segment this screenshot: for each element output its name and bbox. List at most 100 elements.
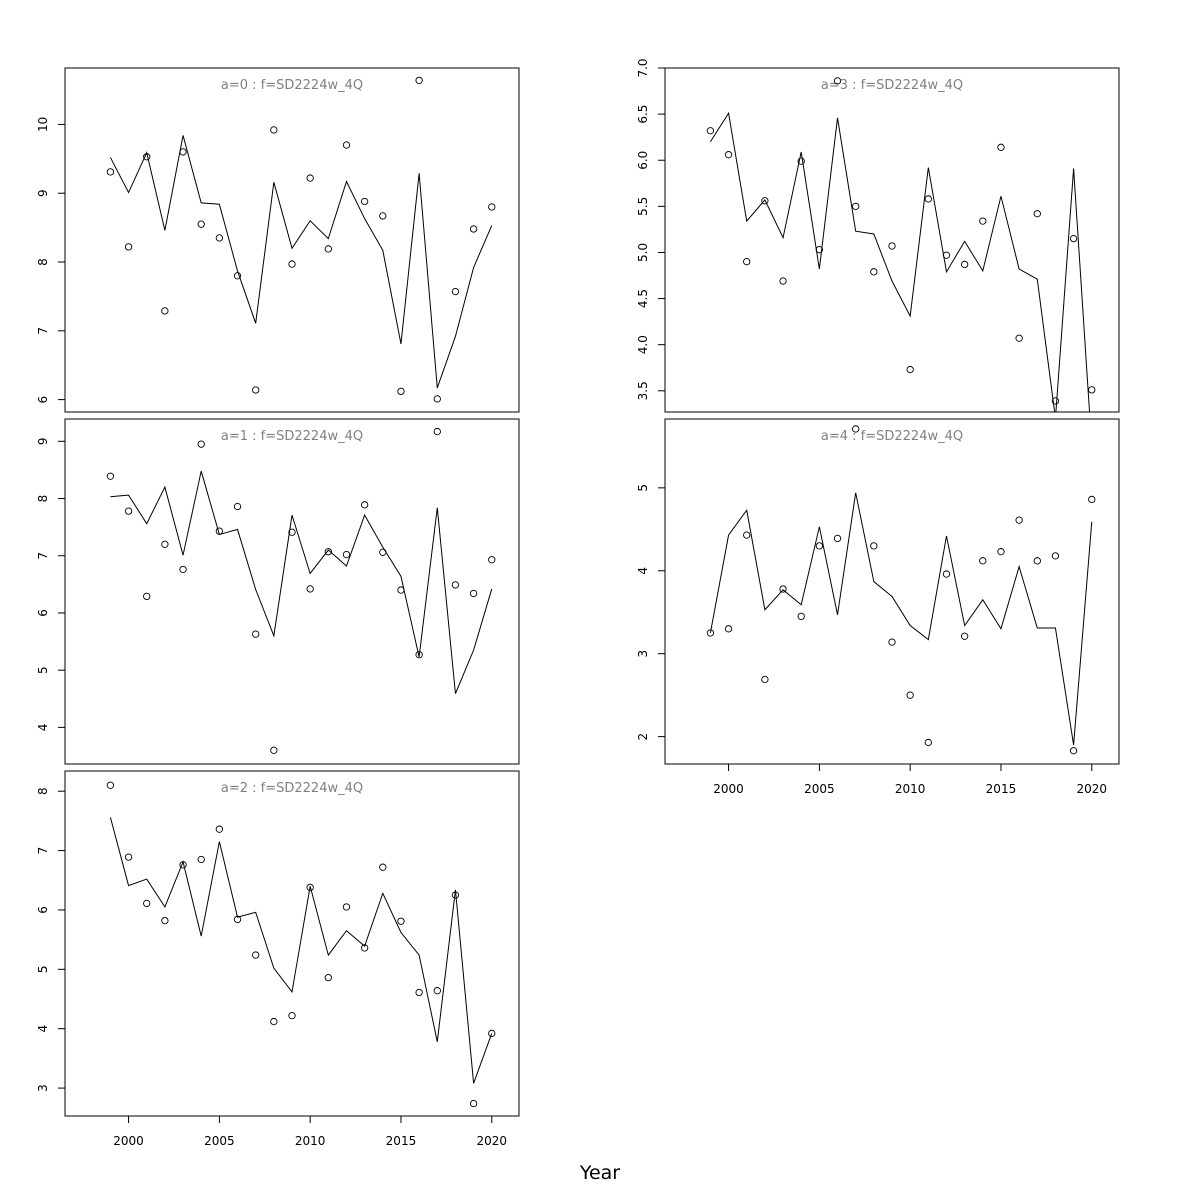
observed-point (960, 260, 969, 269)
y-tick-label: 10 (36, 117, 50, 132)
x-tick-label: 2010 (895, 782, 926, 796)
observed-point (360, 197, 369, 206)
y-tick-label: 6 (36, 609, 50, 617)
observed-point (488, 556, 496, 564)
plot-frame (664, 67, 1120, 413)
y-tick-label: 2 (636, 733, 650, 741)
y-tick-label: 8 (36, 787, 50, 795)
y-tick-label: 3.5 (636, 381, 650, 400)
observed-point (270, 746, 278, 754)
observed-point (179, 565, 187, 574)
observed-point (997, 143, 1005, 151)
plot-content (106, 427, 496, 754)
fitted-line (110, 470, 493, 694)
x-tick-label: 2010 (295, 1134, 326, 1148)
observed-point (469, 225, 478, 233)
plot-content (706, 425, 1096, 755)
observed-point (888, 242, 896, 250)
y-tick-label: 4 (36, 1025, 50, 1033)
observed-point (324, 973, 332, 982)
observed-point (870, 268, 878, 276)
observed-point (469, 589, 478, 598)
plot-content (106, 76, 496, 403)
y-tick-label: 7 (36, 327, 50, 335)
observed-point (342, 550, 351, 559)
observed-point (215, 234, 224, 242)
y-tick-label: 6 (36, 396, 50, 404)
observed-point (197, 440, 205, 448)
y-tick-label: 5.5 (636, 197, 650, 216)
plot-frame (64, 770, 520, 1117)
y-tick-label: 4 (36, 724, 50, 732)
observed-point (1033, 210, 1041, 218)
x-tick-label: 2000 (713, 782, 744, 796)
observed-point (270, 1017, 278, 1026)
x-tick-label: 2015 (386, 1134, 417, 1148)
panel-title: a=2 : f=SD2224w_4Q (221, 781, 363, 796)
observed-point (197, 855, 205, 864)
y-tick-label: 7 (36, 552, 50, 560)
observed-point (233, 502, 242, 511)
observed-point (161, 540, 169, 548)
observed-point (906, 691, 914, 699)
x-tick-label: 2015 (986, 782, 1017, 796)
x-tick-label: 2020 (1076, 782, 1107, 796)
observed-point (706, 629, 715, 637)
observed-point (1088, 386, 1096, 394)
observed-point (197, 220, 205, 228)
observed-point (143, 592, 151, 601)
observed-point (743, 531, 751, 539)
y-tick-label: 7.0 (636, 58, 650, 77)
observed-point (888, 638, 896, 646)
panel-a0: a=0 : f=SD2224w_4Q 6 7 8 9 10 (36, 67, 520, 413)
observed-point (451, 581, 460, 589)
observed-point (324, 548, 332, 556)
y-tick-label: 6.5 (636, 105, 650, 124)
panel-a1: a=1 : f=SD2224w_4Q 4 5 6 7 8 9 (36, 418, 520, 765)
observed-point (306, 174, 314, 182)
panel-title: a=1 : f=SD2224w_4Q (221, 429, 363, 444)
observed-point (415, 76, 423, 85)
observed-point (288, 528, 296, 536)
observed-point (852, 425, 860, 433)
observed-point (252, 630, 260, 638)
y-tick-label: 4.5 (636, 289, 650, 308)
observed-point (270, 126, 278, 134)
panel-a2: a=2 : f=SD2224w_4Q 3 4 5 6 7 8 2000 2005 2010 2015… (36, 770, 520, 1148)
observed-point (161, 916, 169, 925)
observed-point (379, 863, 387, 871)
observed-point (1069, 747, 1078, 755)
observed-point (397, 917, 405, 925)
observed-point (415, 651, 423, 659)
x-tick-label: 2005 (804, 782, 835, 796)
plot-content (106, 781, 496, 1108)
observed-point (779, 585, 787, 593)
observed-point (488, 203, 496, 211)
y-tick-label: 6 (36, 906, 50, 914)
observed-point (1051, 552, 1060, 560)
observed-point (415, 988, 423, 997)
y-tick-label: 5 (36, 666, 50, 674)
fitted-line (109, 817, 493, 1084)
y-tick-label: 4 (636, 567, 650, 575)
observed-point (360, 501, 369, 509)
observed-point (833, 534, 842, 543)
observed-point (960, 632, 969, 640)
fitted-line (109, 135, 493, 389)
y-tick-label: 9 (36, 437, 50, 445)
observed-point (979, 557, 987, 565)
panel-a3: a=3 : f=SD2224w_4Q 3.5 4.0 4.5 5.0 5.5 6.0 6.5 7… (636, 58, 1120, 413)
y-tick-label: 5.0 (636, 243, 650, 262)
observed-point (870, 542, 878, 550)
observed-point (488, 1029, 496, 1038)
observed-point (252, 386, 260, 394)
observed-point (342, 903, 351, 911)
observed-point (215, 825, 224, 833)
y-tick-label: 5 (636, 484, 650, 492)
observed-point (106, 781, 115, 789)
fitted-line (709, 492, 1093, 746)
observed-point (161, 307, 169, 315)
observed-point (797, 157, 805, 165)
y-tick-label: 9 (36, 189, 50, 197)
fitted-line (709, 111, 1091, 412)
